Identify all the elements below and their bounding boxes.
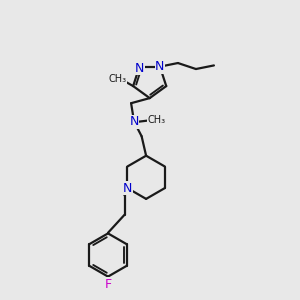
Text: CH₃: CH₃ [109,74,127,85]
Text: N: N [129,115,139,128]
Text: CH₃: CH₃ [148,115,166,125]
Text: N: N [155,60,165,73]
Text: N: N [135,61,144,75]
Text: N: N [123,182,132,195]
Text: F: F [104,278,112,291]
